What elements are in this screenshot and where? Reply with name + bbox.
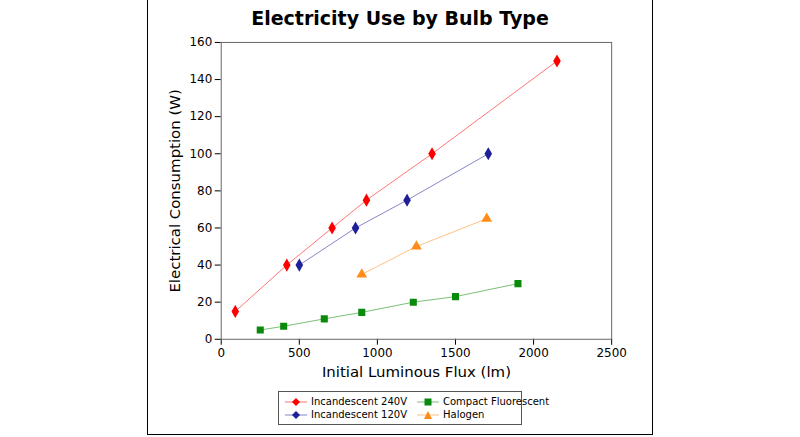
svg-text:Electrical Consumption (W): Electrical Consumption (W) bbox=[166, 89, 184, 293]
svg-text:Initial Luminous Flux (lm): Initial Luminous Flux (lm) bbox=[322, 363, 511, 381]
html-text:Halogen: Halogen bbox=[443, 409, 485, 420]
svg-text:100: 100 bbox=[189, 147, 212, 161]
svg-text:20: 20 bbox=[197, 295, 212, 309]
svg-text:80: 80 bbox=[197, 184, 212, 198]
html-text:Electricity Use by Bulb Type: Electricity Use by Bulb Type bbox=[251, 7, 549, 29]
svg-text:500: 500 bbox=[288, 346, 311, 360]
svg-text:40: 40 bbox=[197, 258, 212, 272]
svg-text:0: 0 bbox=[205, 332, 213, 346]
svg-text:1000: 1000 bbox=[362, 346, 392, 360]
svg-text:160: 160 bbox=[189, 35, 212, 49]
html-text:Incandescent 240V: Incandescent 240V bbox=[311, 396, 407, 407]
svg-text:0: 0 bbox=[217, 346, 225, 360]
svg-text:2500: 2500 bbox=[596, 346, 626, 360]
svg-text:2000: 2000 bbox=[518, 346, 548, 360]
svg-text:140: 140 bbox=[189, 72, 212, 86]
svg-text:120: 120 bbox=[189, 109, 212, 123]
html-text:Incandescent 120V: Incandescent 120V bbox=[311, 409, 407, 420]
svg-text:1500: 1500 bbox=[440, 346, 470, 360]
svg-text:60: 60 bbox=[197, 221, 212, 235]
html-text:Compact Fluorescent: Compact Fluorescent bbox=[443, 396, 550, 407]
